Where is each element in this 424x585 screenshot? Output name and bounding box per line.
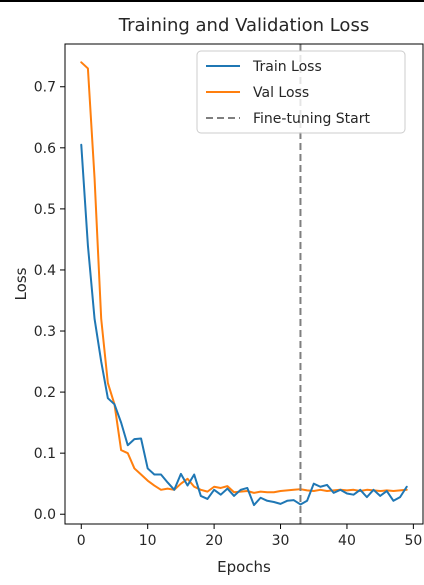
x-tick-label: 40 [338, 533, 356, 549]
legend-box [196, 50, 406, 134]
x-tick-label: 20 [205, 533, 223, 549]
train-loss-line [80, 143, 408, 507]
legend-train-label: Train Loss [252, 59, 322, 75]
x-tick-label: 10 [139, 533, 157, 549]
y-tick-label: 0.5 [34, 202, 56, 218]
y-tick-label: 0.0 [34, 507, 56, 523]
y-tick-label: 0.4 [34, 263, 56, 279]
x-axis-label: Epochs [217, 558, 271, 576]
val-loss-line [80, 61, 408, 494]
legend-val-label: Val Loss [253, 85, 309, 101]
x-tick-label: 0 [77, 533, 86, 549]
y-tick-label: 0.1 [34, 446, 56, 462]
y-tick-label: 0.3 [34, 324, 56, 340]
legend-finetune-label: Fine-tuning Start [253, 111, 371, 127]
y-tick-label: 0.7 [34, 80, 56, 96]
top-border [0, 0, 424, 2]
chart-title: Training and Validation Loss [118, 15, 369, 36]
y-tick-label: 0.6 [34, 141, 56, 157]
x-tick-label: 50 [404, 533, 422, 549]
y-tick-label: 0.2 [34, 385, 56, 401]
plot-frame [64, 43, 424, 525]
ticks-layer: 0 10 20 30 40 50 0.0 0.1 0.2 0.3 0.4 0.5 0.6 0.7 [34, 80, 423, 549]
y-axis-label: Loss [12, 267, 30, 300]
legend: Train Loss Val Loss Fine-tuning Start [196, 50, 406, 134]
x-tick-label: 30 [272, 533, 290, 549]
